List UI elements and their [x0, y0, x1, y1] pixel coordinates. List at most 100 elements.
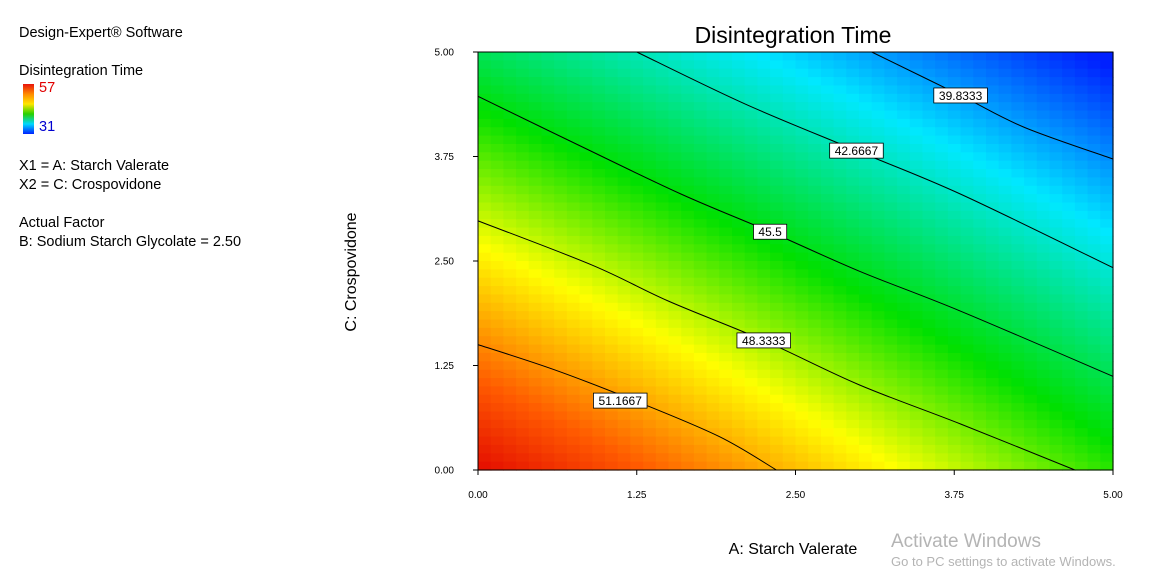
heatmap-cell [617, 110, 631, 120]
heatmap-cell [922, 378, 936, 387]
heatmap-cell [490, 118, 504, 128]
heatmap-cell [617, 177, 631, 187]
heatmap-cell [732, 194, 746, 204]
heatmap-cell [1074, 52, 1089, 61]
heatmap-cell [935, 403, 949, 413]
heatmap-cell [808, 152, 822, 162]
heatmap-cell [490, 394, 504, 404]
heatmap-cell [744, 286, 758, 296]
heatmap-cell [681, 118, 695, 128]
heatmap-cell [617, 444, 631, 454]
heatmap-cell [490, 127, 504, 137]
heatmap-cell [693, 194, 708, 204]
heatmap-cell [897, 294, 911, 304]
heatmap-cell [655, 185, 670, 195]
heatmap-cell [884, 419, 898, 429]
heatmap-cell [833, 436, 847, 446]
heatmap-cell [605, 194, 619, 204]
heatmap-cell [1062, 277, 1076, 287]
heatmap-cell [1062, 127, 1076, 137]
heatmap-cell [973, 419, 987, 429]
heatmap-cell [579, 110, 593, 120]
heatmap-cell [795, 77, 809, 87]
heatmap-cell [757, 277, 771, 287]
heatmap-cell [770, 261, 784, 270]
heatmap-cell [947, 127, 962, 137]
heatmap-cell [579, 52, 593, 61]
heatmap-cell [744, 436, 758, 446]
heatmap-cell [668, 152, 682, 162]
heatmap-cell [1100, 428, 1114, 438]
heatmap-cell [503, 160, 517, 170]
heatmap-cell [960, 311, 974, 321]
heatmap-cell [947, 302, 962, 312]
heatmap-cell [579, 185, 593, 195]
heatmap-cell [744, 118, 758, 128]
heatmap-cell [922, 127, 936, 137]
heatmap-cell [922, 185, 936, 195]
heatmap-cell [986, 369, 1000, 379]
heatmap-cell [528, 169, 543, 178]
heatmap-cell [757, 143, 771, 153]
heatmap-cell [1087, 461, 1101, 471]
heatmap-cell [808, 135, 822, 145]
heatmap-cell [579, 68, 593, 78]
heatmap-cell [744, 378, 758, 387]
heatmap-cell [655, 361, 670, 371]
heatmap-cell [820, 286, 835, 296]
heatmap-cell [516, 403, 530, 413]
heatmap-cell [782, 453, 797, 463]
heatmap-cell [528, 436, 543, 446]
heatmap-cell [1100, 277, 1114, 287]
heatmap-cell [744, 394, 758, 404]
heatmap-cell [579, 227, 593, 237]
heatmap-cell [1049, 127, 1063, 137]
contour-label: 45.5 [758, 225, 782, 239]
heatmap-cell [706, 93, 720, 103]
heatmap-cell [630, 428, 644, 438]
heatmap-cell [757, 210, 771, 220]
heatmap-cell [566, 344, 581, 354]
heatmap-cell [503, 143, 517, 153]
heatmap-cell [998, 118, 1012, 128]
heatmap-cell [947, 327, 962, 337]
heatmap-cell [566, 411, 581, 421]
heatmap-cell [960, 210, 974, 220]
heatmap-cell [1011, 411, 1025, 421]
heatmap-cell [744, 319, 758, 329]
heatmap-cell [935, 311, 949, 321]
heatmap-cell [566, 453, 581, 463]
heatmap-cell [1062, 336, 1076, 346]
heatmap-cell [592, 110, 606, 120]
heatmap-cell [541, 403, 555, 413]
heatmap-cell [744, 369, 758, 379]
heatmap-cell [719, 169, 733, 178]
heatmap-cell [947, 369, 962, 379]
heatmap-cell [770, 169, 784, 178]
heatmap-cell [681, 453, 695, 463]
heatmap-cell [986, 378, 1000, 387]
heatmap-cell [1062, 419, 1076, 429]
heatmap-cell [630, 202, 644, 212]
heatmap-cell [516, 286, 530, 296]
heatmap-cell [795, 344, 809, 354]
heatmap-cell [655, 210, 670, 220]
heatmap-cell [757, 93, 771, 103]
heatmap-cell [859, 93, 873, 103]
heatmap-cell [1087, 386, 1101, 396]
heatmap-cell [541, 227, 555, 237]
heatmap-cell [820, 344, 835, 354]
heatmap-cell [1087, 261, 1101, 270]
heatmap-cell [909, 261, 924, 270]
heatmap-cell [630, 60, 644, 70]
heatmap-cell [947, 444, 962, 454]
heatmap-cell [782, 386, 797, 396]
heatmap-cell [617, 235, 631, 245]
heatmap-cell [770, 93, 784, 103]
heatmap-cell [478, 261, 492, 270]
heatmap-cell [1036, 102, 1051, 112]
heatmap-cell [1024, 444, 1038, 454]
heatmap-cell [732, 352, 746, 362]
heatmap-cell [897, 52, 911, 61]
heatmap-cell [617, 102, 631, 112]
